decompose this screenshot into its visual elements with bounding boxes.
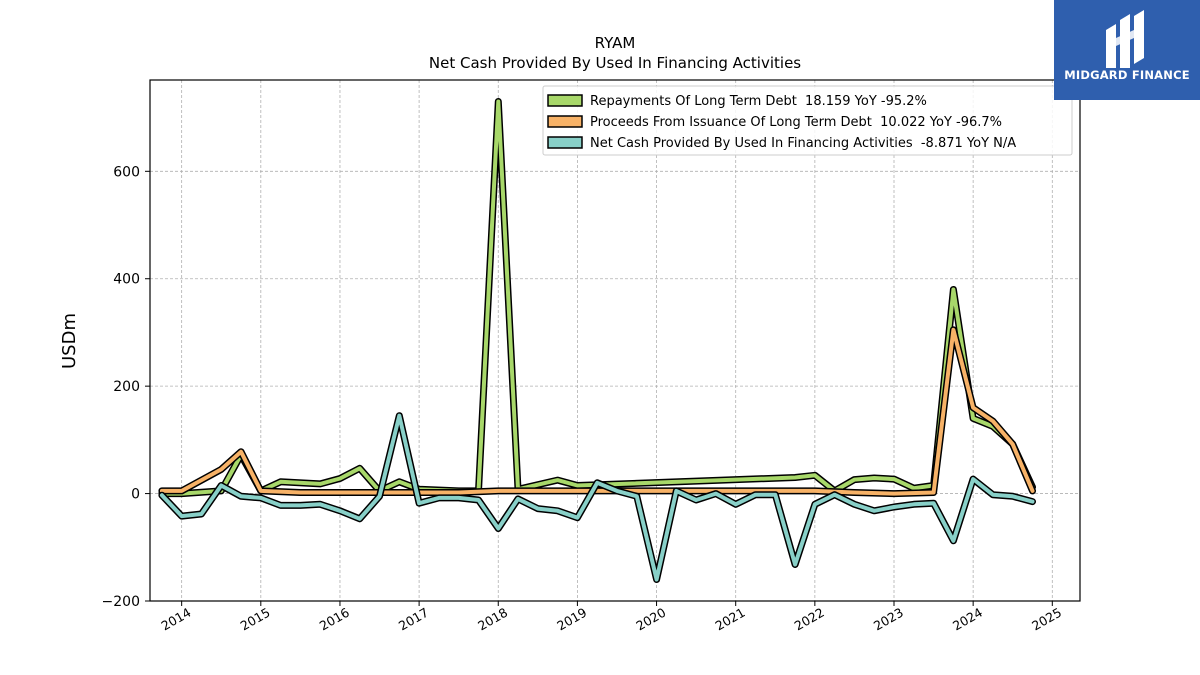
brand-name: MIDGARD FINANCE (1064, 68, 1190, 82)
series-line-2 (159, 413, 1035, 582)
logo-mark-icon (1106, 10, 1144, 68)
brand-logo: MIDGARD FINANCE (1054, 0, 1200, 100)
legend-label: Net Cash Provided By Used In Financing A… (590, 136, 1016, 151)
series-outline-0 (158, 98, 1036, 498)
series-lines (158, 98, 1036, 583)
x-tick-label: 2019 (554, 605, 589, 634)
series-outline-1 (158, 326, 1036, 498)
x-tick-label: 2020 (633, 605, 668, 634)
chart-title: RYAM (595, 34, 636, 52)
legend-label: Proceeds From Issuance Of Long Term Debt… (590, 115, 1002, 130)
series-outline-2 (158, 412, 1036, 583)
plot-frame (149, 79, 1081, 602)
legend: Repayments Of Long Term Debt 18.159 YoY … (542, 85, 1073, 156)
legend-swatch (547, 136, 583, 149)
axis-ticks: 2014 2015 2016 2017 2018 2019 2020 2021 2022 2023… (102, 164, 1065, 633)
x-tick-label: 2014 (159, 605, 194, 634)
legend-swatch (547, 94, 583, 107)
x-tick-label: 2024 (950, 605, 985, 634)
x-tick-label: 2017 (396, 605, 431, 634)
y-tick-label: 600 (113, 164, 140, 180)
series-line-0 (159, 99, 1035, 496)
y-tick-label: −200 (102, 594, 140, 610)
legend-box (542, 85, 1073, 156)
x-tick-label: 2018 (475, 605, 510, 634)
series-line-1 (159, 327, 1035, 496)
x-tick-label: 2016 (317, 605, 352, 634)
chart-subtitle: Net Cash Provided By Used In Financing A… (429, 54, 801, 72)
x-tick-label: 2022 (792, 605, 827, 634)
x-tick-label: 2015 (238, 605, 273, 634)
x-tick-label: 2023 (871, 605, 906, 634)
y-axis-label: USDm (59, 313, 80, 369)
y-tick-label: 0 (131, 487, 140, 503)
x-tick-label: 2025 (1029, 605, 1064, 634)
y-tick-label: 200 (113, 379, 140, 395)
x-tick-label: 2021 (713, 605, 748, 634)
y-tick-label: 400 (113, 272, 140, 288)
legend-label: Repayments Of Long Term Debt 18.159 YoY … (590, 94, 927, 109)
legend-swatch (547, 115, 583, 128)
